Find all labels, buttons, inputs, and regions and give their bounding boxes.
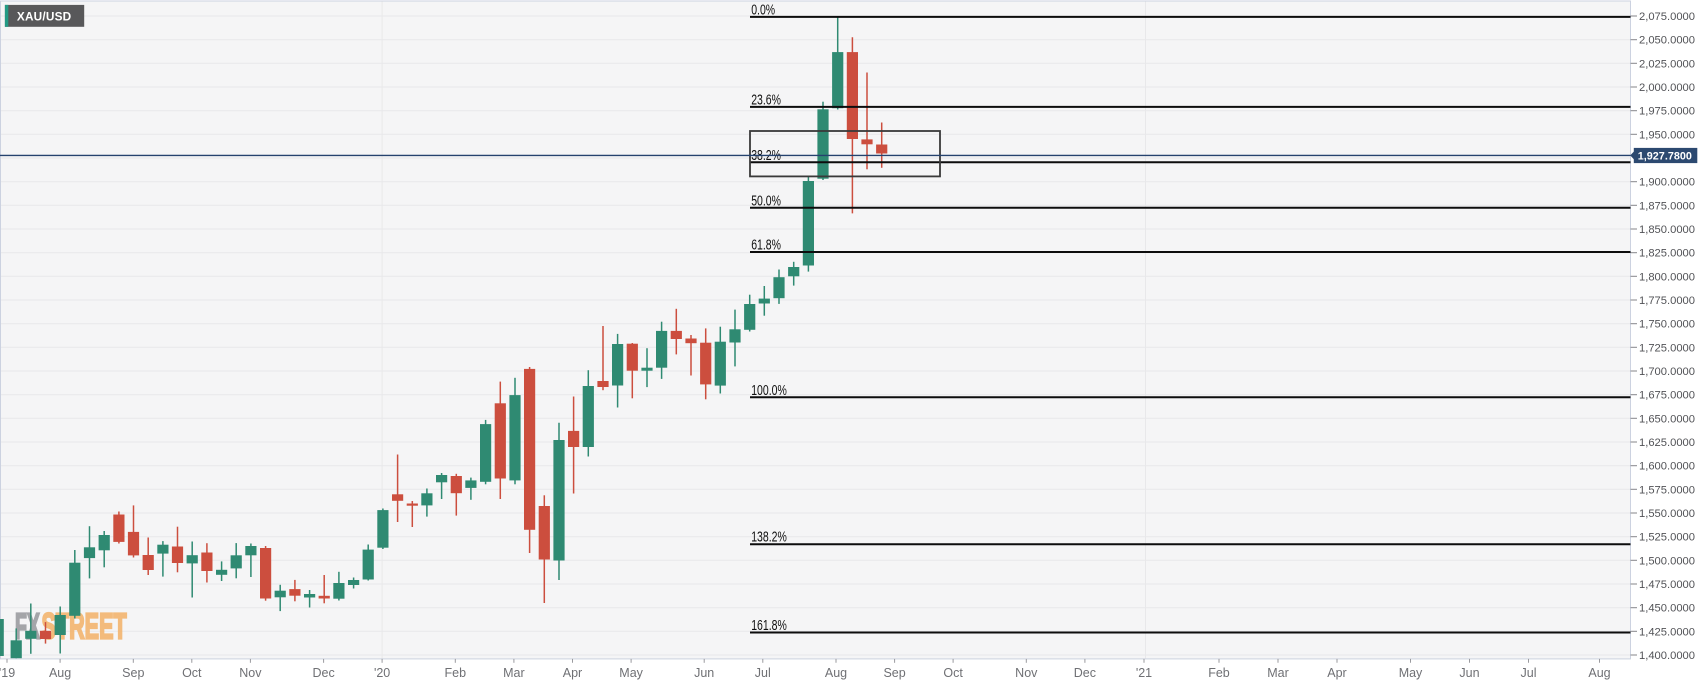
svg-text:Oct: Oct <box>943 666 963 680</box>
svg-text:1,450.0000: 1,450.0000 <box>1639 603 1695 615</box>
svg-text:STREET: STREET <box>42 607 127 647</box>
svg-text:1,975.0000: 1,975.0000 <box>1639 106 1695 118</box>
svg-text:May: May <box>619 666 643 680</box>
svg-text:1,850.0000: 1,850.0000 <box>1639 224 1695 236</box>
svg-text:Nov: Nov <box>239 666 262 680</box>
svg-text:0.0%: 0.0% <box>751 0 775 17</box>
svg-text:Dec: Dec <box>312 666 334 680</box>
svg-text:Mar: Mar <box>503 666 525 680</box>
svg-text:Feb: Feb <box>1208 666 1230 680</box>
svg-text:Mar: Mar <box>1267 666 1289 680</box>
svg-text:Jul: Jul <box>1521 666 1537 680</box>
svg-text:Oct: Oct <box>182 666 202 680</box>
svg-text:Sep: Sep <box>122 666 144 680</box>
svg-text:1,575.0000: 1,575.0000 <box>1639 484 1695 496</box>
svg-text:23.6%: 23.6% <box>751 90 781 107</box>
svg-text:2,050.0000: 2,050.0000 <box>1639 35 1695 47</box>
svg-text:Dec: Dec <box>1074 666 1096 680</box>
svg-text:38.2%: 38.2% <box>751 146 781 163</box>
svg-text:Apr: Apr <box>1327 666 1346 680</box>
svg-text:1,750.0000: 1,750.0000 <box>1639 319 1695 331</box>
svg-text:Jun: Jun <box>1459 666 1479 680</box>
svg-text:'21: '21 <box>1136 666 1152 680</box>
svg-text:1,425.0000: 1,425.0000 <box>1639 626 1695 638</box>
svg-text:1,900.0000: 1,900.0000 <box>1639 177 1695 189</box>
svg-text:Jun: Jun <box>694 666 714 680</box>
svg-text:1,675.0000: 1,675.0000 <box>1639 390 1695 402</box>
svg-text:50.0%: 50.0% <box>751 191 781 208</box>
svg-text:'19: '19 <box>0 666 15 680</box>
svg-text:1,725.0000: 1,725.0000 <box>1639 342 1695 354</box>
svg-text:Aug: Aug <box>825 666 847 680</box>
svg-text:1,475.0000: 1,475.0000 <box>1639 579 1695 591</box>
svg-text:Sep: Sep <box>883 666 905 680</box>
svg-text:1,800.0000: 1,800.0000 <box>1639 271 1695 283</box>
svg-text:1,500.0000: 1,500.0000 <box>1639 555 1695 567</box>
svg-text:1,700.0000: 1,700.0000 <box>1639 366 1695 378</box>
svg-text:2,075.0000: 2,075.0000 <box>1639 11 1695 23</box>
svg-text:1,875.0000: 1,875.0000 <box>1639 200 1695 212</box>
svg-text:1,525.0000: 1,525.0000 <box>1639 532 1695 544</box>
svg-text:1,950.0000: 1,950.0000 <box>1639 129 1695 141</box>
svg-text:1,400.0000: 1,400.0000 <box>1639 650 1695 662</box>
svg-text:1,927.7800: 1,927.7800 <box>1638 150 1692 162</box>
svg-text:1,550.0000: 1,550.0000 <box>1639 508 1695 520</box>
svg-text:161.8%: 161.8% <box>751 616 787 633</box>
svg-text:100.0%: 100.0% <box>751 381 787 398</box>
svg-text:1,625.0000: 1,625.0000 <box>1639 437 1695 449</box>
svg-text:Jul: Jul <box>755 666 771 680</box>
svg-text:2,000.0000: 2,000.0000 <box>1639 82 1695 94</box>
svg-text:'20: '20 <box>374 666 390 680</box>
svg-text:61.8%: 61.8% <box>751 236 781 253</box>
svg-text:1,825.0000: 1,825.0000 <box>1639 248 1695 260</box>
svg-text:Nov: Nov <box>1015 666 1038 680</box>
svg-text:138.2%: 138.2% <box>751 528 787 545</box>
svg-text:Aug: Aug <box>49 666 71 680</box>
svg-text:1,775.0000: 1,775.0000 <box>1639 295 1695 307</box>
svg-text:Feb: Feb <box>445 666 467 680</box>
svg-text:1,650.0000: 1,650.0000 <box>1639 413 1695 425</box>
svg-text:1,600.0000: 1,600.0000 <box>1639 461 1695 473</box>
svg-text:XAU/USD: XAU/USD <box>17 10 72 24</box>
svg-text:May: May <box>1399 666 1423 680</box>
svg-text:Aug: Aug <box>1588 666 1610 680</box>
svg-text:Apr: Apr <box>563 666 582 680</box>
svg-text:2,025.0000: 2,025.0000 <box>1639 58 1695 70</box>
